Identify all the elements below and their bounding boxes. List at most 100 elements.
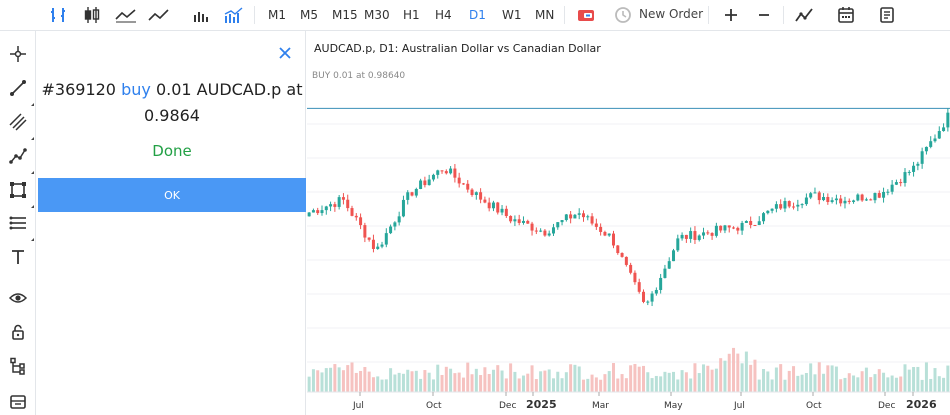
- timeframe-m5[interactable]: M5: [300, 8, 318, 22]
- volume-bar: [899, 376, 903, 392]
- candlestick-chart-icon[interactable]: [80, 4, 104, 26]
- timeframe-m30[interactable]: M30: [364, 8, 390, 22]
- template-icon[interactable]: [6, 389, 30, 413]
- close-icon[interactable]: [277, 45, 293, 61]
- volume-bar: [333, 364, 337, 392]
- volume-bar: [770, 379, 774, 392]
- volume-bar: [556, 371, 560, 392]
- text-icon[interactable]: [6, 245, 30, 269]
- order-status: Done: [152, 142, 192, 160]
- candle-body: [864, 199, 868, 201]
- line-chart-icon[interactable]: [114, 4, 138, 26]
- candle-body: [783, 201, 787, 209]
- order-result-panel: #369120 buy 0.01 AUDCAD.p at 0.9864 Done…: [38, 31, 306, 415]
- price-chart[interactable]: Jul Oct Dec 2025 Mar May Jul Oct Dec 2026 AUDCAD.…: [307, 31, 950, 415]
- volume-bar: [654, 375, 658, 392]
- candle-body: [642, 291, 646, 302]
- candle-body: [770, 208, 774, 211]
- candle-body: [762, 213, 766, 222]
- candle-body: [710, 233, 714, 236]
- new-order-icon[interactable]: [611, 4, 635, 26]
- candle-body: [354, 215, 358, 218]
- candle-body: [624, 256, 628, 265]
- candle-body: [843, 200, 847, 204]
- candle-body: [603, 231, 607, 236]
- volume-bars-icon[interactable]: [189, 4, 213, 26]
- candle-body: [594, 223, 598, 227]
- candle-body: [376, 246, 380, 249]
- timeframe-d1[interactable]: D1: [469, 8, 486, 22]
- volume-bar: [667, 372, 671, 392]
- candle-body: [834, 198, 838, 201]
- timeframe-h1[interactable]: H1: [403, 8, 420, 22]
- lock-icon[interactable]: [6, 320, 30, 344]
- journal-icon[interactable]: [875, 4, 899, 26]
- visibility-icon[interactable]: [6, 286, 30, 310]
- volume-bar: [346, 365, 350, 392]
- candle-body: [616, 245, 620, 254]
- volume-bar: [740, 363, 744, 392]
- volume-bar: [539, 371, 543, 392]
- candle-body: [359, 217, 363, 226]
- chart-type-icon[interactable]: [793, 4, 817, 26]
- timeframe-mn[interactable]: MN: [535, 8, 555, 22]
- zoom-out-icon[interactable]: [752, 4, 776, 26]
- timeframe-w1[interactable]: W1: [502, 8, 522, 22]
- new-order-button[interactable]: New Order: [639, 7, 704, 21]
- x-axis-label: Dec: [499, 401, 516, 411]
- candle-body: [907, 171, 911, 173]
- ok-button[interactable]: OK: [38, 178, 306, 212]
- volume-bar: [324, 368, 328, 392]
- volume-bar: [882, 372, 886, 392]
- crosshair-icon[interactable]: [6, 42, 30, 66]
- candle-body: [817, 192, 821, 201]
- candle-body: [333, 204, 337, 207]
- candle-body: [852, 200, 856, 202]
- calendar-icon[interactable]: [834, 4, 858, 26]
- polyline-icon[interactable]: [6, 144, 30, 168]
- volume-bar: [496, 365, 500, 392]
- x-axis-label: Oct: [806, 401, 822, 411]
- shapes-icon[interactable]: [6, 178, 30, 202]
- candle-body: [787, 201, 791, 207]
- timeframe-m15[interactable]: M15: [332, 8, 358, 22]
- channel-icon[interactable]: [6, 110, 30, 134]
- volume-bar: [504, 378, 508, 392]
- volume-toggle-icon[interactable]: [222, 4, 246, 26]
- volume-bar: [792, 366, 796, 392]
- chart-grid: [307, 123, 950, 363]
- candle-body: [431, 174, 435, 180]
- volume-bar: [714, 368, 718, 392]
- volume-series: [307, 347, 950, 392]
- candle-body: [676, 238, 680, 251]
- one-click-trading-icon[interactable]: [574, 4, 598, 26]
- candle-body: [363, 225, 367, 238]
- candle-body: [804, 197, 808, 205]
- volume-bar: [487, 373, 491, 392]
- candle-body: [899, 182, 903, 184]
- volume-bar: [642, 365, 646, 392]
- timeframe-m1[interactable]: M1: [268, 8, 286, 22]
- candle-body: [697, 235, 701, 240]
- volume-bar: [431, 379, 435, 392]
- chart-canvas[interactable]: Jul Oct Dec 2025 Mar May Jul Oct Dec 2026: [307, 31, 950, 415]
- candle-body: [826, 196, 830, 203]
- x-axis-label: 2026: [906, 398, 937, 411]
- zoom-in-icon[interactable]: [719, 4, 743, 26]
- fibonacci-icon[interactable]: [6, 211, 30, 235]
- area-chart-icon[interactable]: [147, 4, 171, 26]
- order-side: buy: [121, 80, 151, 99]
- volume-bar: [942, 377, 946, 392]
- object-tree-icon[interactable]: [6, 354, 30, 378]
- candle-body: [740, 222, 744, 231]
- timeframe-h4[interactable]: H4: [435, 8, 452, 22]
- candle-body: [672, 250, 676, 262]
- volume-bar: [800, 374, 804, 392]
- volume-bar: [594, 377, 598, 392]
- x-axis-label: Jul: [352, 401, 364, 411]
- indicators-icon[interactable]: [47, 4, 71, 26]
- trendline-icon[interactable]: [6, 76, 30, 100]
- candle-body: [689, 231, 693, 239]
- candle-body: [654, 289, 658, 294]
- volume-bar: [470, 374, 474, 392]
